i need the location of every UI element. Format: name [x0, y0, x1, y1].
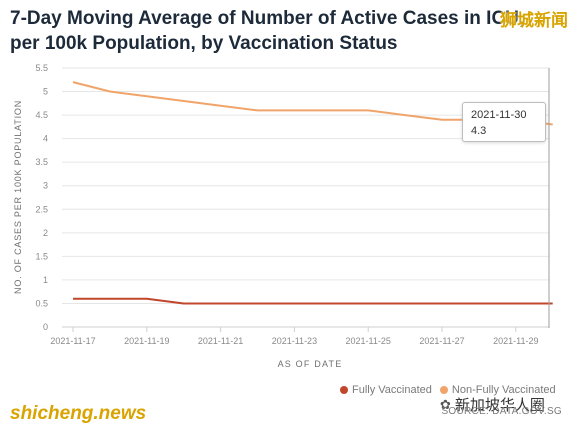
y-tick-label: 2	[43, 228, 48, 238]
x-tick-label: 2021-11-25	[346, 336, 391, 346]
y-tick-label: 0.5	[35, 298, 48, 308]
y-tick-label: 2.5	[35, 204, 48, 214]
legend-item-non-fully-vaccinated[interactable]: Non-Fully Vaccinated	[439, 384, 556, 396]
x-tick-label: 2021-11-21	[198, 336, 243, 346]
watermark-bottom-right: ✿ 新加坡华人圈	[440, 394, 545, 415]
legend-item-fully-vaccinated[interactable]: Fully Vaccinated	[340, 384, 432, 396]
y-tick-label: 3	[43, 181, 48, 191]
legend-label: Non-Fully Vaccinated	[451, 384, 556, 396]
series-line-fully-vaccinated[interactable]	[73, 297, 553, 305]
tooltip-date: 2021-11-30	[471, 109, 527, 121]
x-tick-label: 2021-11-19	[124, 336, 169, 346]
y-tick-labels: 0 0.5 1 1.5 2 2.5 3 3.5 4 4.5 5 5.5	[35, 63, 48, 332]
x-tick-label: 2021-11-17	[50, 336, 95, 346]
y-tick-label: 5.5	[35, 63, 48, 73]
y-tick-label: 5	[43, 87, 48, 97]
x-tick-label: 2021-11-29	[493, 336, 538, 346]
watermark-bottom-right-text: 新加坡华人圈	[454, 397, 545, 414]
legend: Fully Vaccinated Non-Fully Vaccinated	[340, 384, 556, 396]
watermark-top-right: 狮城新闻	[500, 11, 568, 30]
legend-label: Fully Vaccinated	[352, 384, 432, 396]
y-tick-label: 1	[43, 275, 48, 285]
wechat-icon: ✿	[440, 396, 451, 412]
x-axis-label: AS OF DATE	[278, 359, 343, 369]
watermark-bottom-left: shicheng.news	[10, 403, 147, 424]
x-tick-labels: 2021-11-17 2021-11-19 2021-11-21 2021-11-23…	[50, 327, 538, 346]
legend-dot-icon	[439, 386, 448, 394]
hover-tooltip: 2021-11-30 4.3	[462, 102, 546, 142]
y-tick-label: 4	[43, 134, 48, 144]
y-tick-label: 3.5	[35, 157, 48, 167]
x-tick-label: 2021-11-23	[272, 336, 317, 346]
x-tick-label: 2021-11-27	[419, 336, 464, 346]
y-axis-label: NO. OF CASES PER 100K POPULATION	[13, 100, 23, 294]
y-tick-label: 1.5	[35, 251, 48, 261]
y-tick-label: 0	[43, 322, 48, 332]
source-note: SOURCE: DATA.GOV.SG	[441, 406, 562, 417]
y-tick-label: 4.5	[35, 110, 48, 120]
tooltip-value: 4.3	[471, 125, 487, 137]
chart-title: 7-Day Moving Average of Number of Active…	[10, 8, 525, 54]
legend-dot-icon	[340, 386, 348, 394]
